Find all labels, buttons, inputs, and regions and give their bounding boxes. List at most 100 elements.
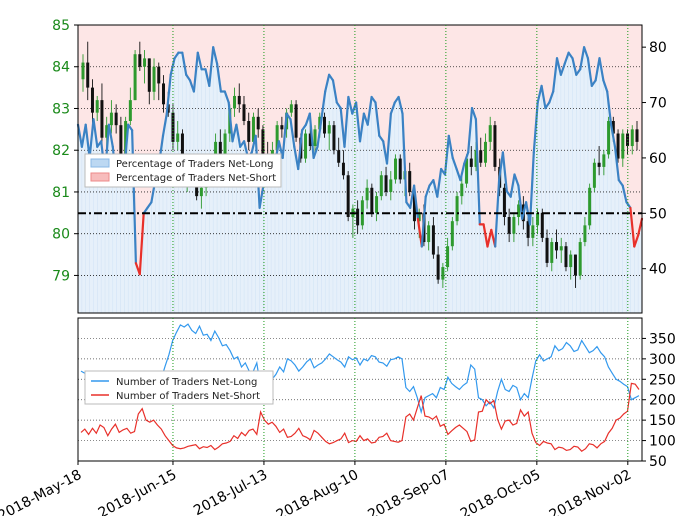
net-long-pct-segment: [335, 101, 342, 110]
candle-body: [223, 133, 227, 155]
candle-body: [408, 171, 412, 192]
top-legend-box: [84, 153, 282, 188]
candle-body: [332, 125, 336, 151]
date-tick-label: 2018-Nov-02: [547, 467, 634, 516]
net-long-pct-segment: [331, 79, 338, 104]
candle-body: [294, 104, 298, 138]
net-long-pct-segment: [378, 134, 385, 143]
net-long-pct-segment: [590, 79, 597, 88]
candle-body: [242, 104, 246, 121]
date-tick-label: 2018-Sep-07: [365, 467, 452, 516]
count-tick-label: 100: [649, 434, 676, 450]
candle-body: [588, 187, 592, 226]
net-long-pct-segment: [629, 206, 636, 248]
candle-body: [308, 133, 312, 147]
net-long-pct-segment: [501, 151, 508, 193]
top-legend-net-short-label: Percentage of Traders Net-Short: [116, 173, 276, 184]
candle-body: [147, 58, 151, 92]
net-long-pct-segment: [397, 95, 404, 115]
candle-body: [218, 141, 222, 155]
candle-body: [502, 187, 506, 217]
count-panel-frame: [77, 317, 643, 462]
net-long-pct-segment: [544, 101, 551, 110]
net-long-pct-segment: [606, 90, 613, 126]
net-long-pct-segment: [594, 57, 601, 82]
net-long-pct-segment: [88, 118, 95, 159]
candle-body: [143, 58, 147, 67]
candle-body: [237, 95, 241, 105]
right-tick-label: 50: [649, 206, 667, 222]
candle-body: [488, 125, 492, 142]
candle-body: [313, 129, 317, 147]
net-long-pct-segment: [127, 123, 134, 132]
bottom-legend: Number of Traders Net-Long Number of Tra…: [84, 370, 274, 405]
candle-body: [398, 158, 402, 180]
net-long-pct-segment: [567, 51, 574, 60]
candle-body: [611, 121, 615, 134]
candle-body: [431, 225, 435, 255]
top-legend-net-long-label: Percentage of Traders Net-Long: [116, 159, 274, 170]
date-tick-label: 2018-Jun-15: [96, 467, 180, 516]
net-long-pct-segment: [316, 118, 323, 148]
net-long-pct-segment: [374, 101, 381, 137]
candle-body: [441, 267, 445, 280]
net-long-pct-segment: [192, 51, 199, 93]
net-long-pct-segment: [165, 73, 172, 115]
candle-body: [356, 208, 360, 226]
net-long-pct-segment: [107, 123, 114, 148]
candle-body: [256, 116, 260, 130]
candle-body: [493, 125, 497, 167]
candle-body: [597, 162, 601, 167]
candle-body: [199, 187, 203, 197]
date-tick-label: 2018-May-18: [0, 467, 84, 516]
left-tick-label: 79: [52, 268, 70, 284]
candle-body: [233, 95, 237, 109]
candle-body: [161, 83, 165, 105]
right-tick-label: 80: [649, 40, 667, 56]
net-long-pct-segment: [358, 112, 365, 143]
candle-body: [370, 187, 374, 213]
date-tick-label: 2018-Aug-10: [274, 467, 361, 516]
net-long-pct-segment: [231, 123, 238, 143]
bottom-legend-net-long-label: Number of Traders Net-Long: [116, 377, 257, 388]
net-long-pct-segment: [131, 129, 137, 265]
candle-body: [550, 242, 554, 263]
candle-body: [564, 246, 568, 268]
trader-count-panel: 350 300 250 200 150 100 50: [77, 317, 676, 470]
net-long-pct-segment: [343, 95, 350, 148]
net-long-pct-segment: [609, 123, 617, 148]
net-long-pct-segment: [227, 101, 234, 143]
net-long-pct-segment: [436, 167, 443, 198]
net-long-pct-segment: [582, 46, 590, 60]
net-long-pct-segment: [185, 73, 192, 82]
candle-body: [138, 54, 142, 67]
net-long-pct-segment: [509, 173, 516, 198]
count-tick-label: 250: [649, 372, 676, 388]
net-long-pct-segment: [216, 62, 222, 93]
net-long-pct-segment: [633, 234, 640, 248]
net-long-pct-segment: [451, 156, 458, 171]
count-tick-label: 50: [649, 454, 667, 470]
candle-body: [483, 141, 487, 163]
bottom-legend-box: [84, 370, 274, 405]
candle-body: [531, 225, 535, 238]
net-long-pct-segment: [212, 46, 219, 65]
candle-body: [384, 175, 388, 192]
net-long-pct-segment: [482, 223, 489, 248]
candle-body: [327, 125, 331, 134]
candle-body: [630, 129, 634, 147]
candle-body: [573, 254, 577, 276]
net-long-pct-segment: [339, 106, 346, 148]
candle-body: [455, 196, 459, 222]
candle-body: [512, 217, 516, 234]
net-long-pct-segment: [173, 51, 180, 60]
net-long-pct-segment: [235, 123, 242, 148]
candle-body: [536, 212, 540, 226]
left-tick-label: 85: [52, 18, 70, 34]
candle-body: [251, 116, 255, 142]
net-long-pct-segment: [613, 145, 620, 182]
candle-body: [337, 150, 341, 163]
net-long-pct-segment: [559, 62, 566, 76]
candle-body: [114, 112, 118, 126]
